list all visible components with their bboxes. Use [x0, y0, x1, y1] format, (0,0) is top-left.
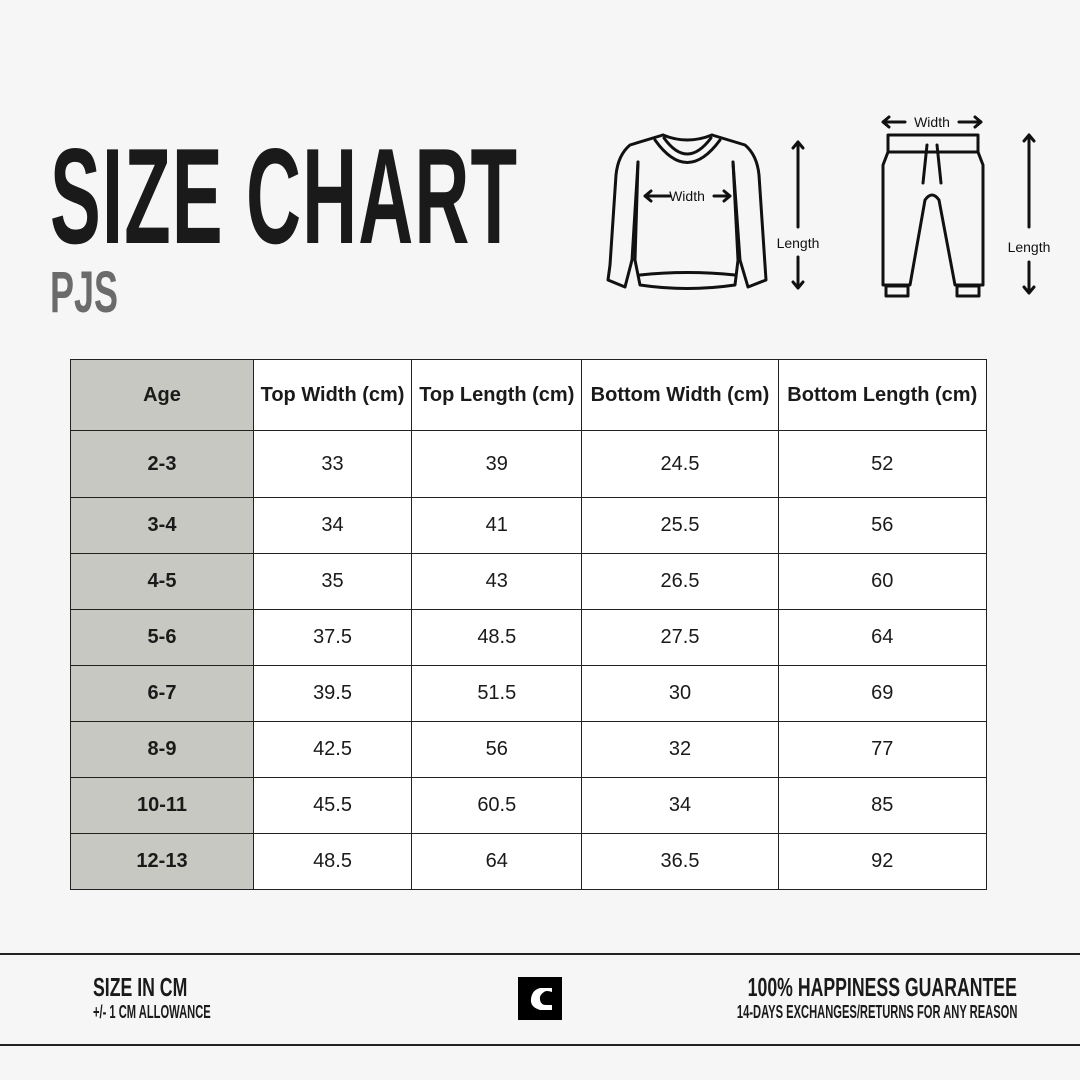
table-row: 5-6 37.5 48.5 27.5 64	[70, 609, 988, 666]
age-cell: 8-9	[70, 721, 254, 778]
measurement-cell: 25.5	[581, 497, 779, 554]
bottom-width-label: Width	[914, 114, 950, 130]
table-header-row: Age Top Width (cm) Top Length (cm) Botto…	[70, 359, 988, 431]
measurement-cell: 69	[777, 665, 988, 722]
measurement-cell: 42.5	[252, 721, 413, 778]
measurement-cell: 30	[581, 665, 779, 722]
footer-guarantee-title: 100% HAPPINESS GUARANTEE	[747, 972, 1017, 1002]
brand-logo	[518, 977, 562, 1020]
measurement-cell: 34	[252, 497, 413, 554]
column-header-bottom-width: Bottom Width (cm)	[581, 359, 779, 431]
measurement-cell: 41	[411, 497, 583, 554]
column-header-bottom-length: Bottom Length (cm)	[777, 359, 988, 431]
measurement-cell: 33	[252, 430, 413, 498]
measurement-cell: 48.5	[411, 609, 583, 666]
age-cell: 4-5	[70, 553, 254, 610]
column-header-top-length: Top Length (cm)	[411, 359, 583, 431]
footer-size-sub: +/- 1 CM ALLOWANCE	[93, 1002, 211, 1022]
measurement-cell: 56	[411, 721, 583, 778]
footer-bottom-divider	[0, 1044, 1080, 1046]
column-header-age: Age	[70, 359, 254, 431]
page-subtitle: PJS	[50, 260, 118, 325]
measurement-cell: 35	[252, 553, 413, 610]
measurement-cell: 64	[411, 833, 583, 890]
table-row: 8-9 42.5 56 32 77	[70, 721, 988, 778]
measurement-cell: 43	[411, 553, 583, 610]
age-cell: 6-7	[70, 665, 254, 722]
age-cell: 12-13	[70, 833, 254, 890]
measurement-cell: 37.5	[252, 609, 413, 666]
table-row: 12-13 48.5 64 36.5 92	[70, 833, 988, 890]
column-header-top-width: Top Width (cm)	[252, 359, 413, 431]
measurement-cell: 77	[777, 721, 988, 778]
measurement-cell: 52	[777, 430, 988, 498]
garment-measurement-illustration: Width Length Width Length	[606, 114, 1051, 298]
measurement-cell: 24.5	[581, 430, 779, 498]
footer-top-divider	[0, 953, 1080, 955]
measurement-cell: 32	[581, 721, 779, 778]
table-row: 3-4 34 41 25.5 56	[70, 497, 988, 554]
measurement-cell: 36.5	[581, 833, 779, 890]
age-cell: 3-4	[70, 497, 254, 554]
sweatshirt-icon	[606, 133, 805, 290]
measurement-cell: 60	[777, 553, 988, 610]
measurement-cell: 39.5	[252, 665, 413, 722]
measurement-cell: 34	[581, 777, 779, 834]
measurement-cell: 26.5	[581, 553, 779, 610]
table-row: 10-11 45.5 60.5 34 85	[70, 777, 988, 834]
size-table: Age Top Width (cm) Top Length (cm) Botto…	[70, 359, 988, 890]
pants-icon	[881, 115, 1036, 298]
age-cell: 5-6	[70, 609, 254, 666]
measurement-cell: 51.5	[411, 665, 583, 722]
measurement-cell: 56	[777, 497, 988, 554]
measurement-cell: 64	[777, 609, 988, 666]
age-cell: 2-3	[70, 430, 254, 498]
footer-guarantee-sub: 14-DAYS EXCHANGES/RETURNS FOR ANY REASON	[736, 1002, 1017, 1022]
top-length-label: Length	[777, 235, 820, 251]
footer-size-title: SIZE IN CM	[93, 972, 188, 1002]
measurement-cell: 48.5	[252, 833, 413, 890]
measurement-cell: 92	[777, 833, 988, 890]
bottom-length-label: Length	[1008, 239, 1051, 255]
measurement-cell: 45.5	[252, 777, 413, 834]
measurement-cell: 60.5	[411, 777, 583, 834]
table-row: 2-3 33 39 24.5 52	[70, 430, 988, 498]
top-width-label: Width	[669, 188, 705, 204]
table-row: 4-5 35 43 26.5 60	[70, 553, 988, 610]
measurement-cell: 39	[411, 430, 583, 498]
table-row: 6-7 39.5 51.5 30 69	[70, 665, 988, 722]
measurement-cell: 27.5	[581, 609, 779, 666]
age-cell: 10-11	[70, 777, 254, 834]
page-title: SIZE CHART	[50, 120, 519, 272]
measurement-cell: 85	[777, 777, 988, 834]
